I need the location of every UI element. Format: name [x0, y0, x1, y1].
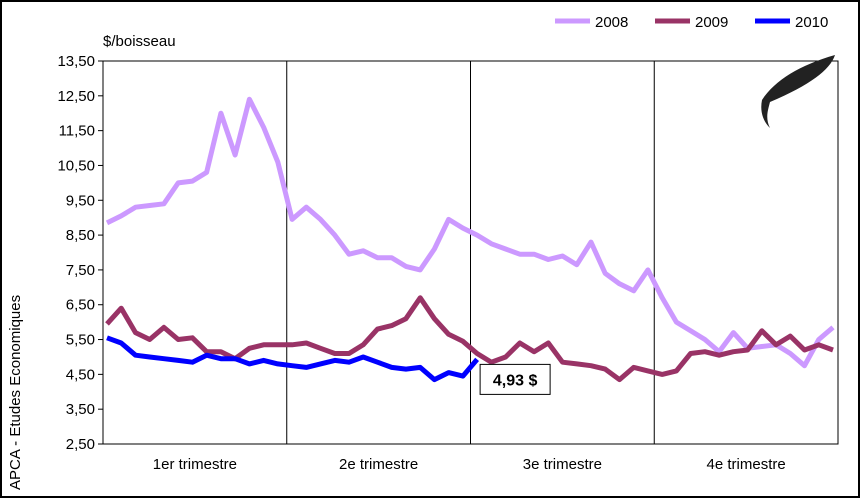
- legend-label: 2010: [795, 14, 828, 31]
- y-tick-label: 10,50: [57, 157, 95, 174]
- annotation: 4,93 $: [493, 372, 538, 389]
- y-tick-label: 8,50: [66, 227, 95, 244]
- x-tick-label: 2e trimestre: [339, 456, 418, 473]
- chart: $/boisseau APCA - Etudes Economiques 2,5…: [0, 0, 861, 499]
- y-tick-label: 5,50: [66, 332, 95, 349]
- y-tick-label: 6,50: [66, 297, 95, 314]
- x-tick-label: 4e trimestre: [707, 456, 786, 473]
- legend-label: 2009: [695, 14, 728, 31]
- y-tick-label: 4,50: [66, 366, 95, 383]
- y-tick-label: 2,50: [66, 436, 95, 453]
- y-tick-label: 7,50: [66, 262, 95, 279]
- x-tick-label: 1er trimestre: [153, 456, 237, 473]
- y-axis-label: $/boisseau: [103, 33, 176, 50]
- y-tick-label: 3,50: [66, 401, 95, 418]
- y-tick-label: 11,50: [59, 123, 95, 140]
- y-tick-label: 13,50: [57, 53, 95, 70]
- legend-label: 2008: [595, 14, 628, 31]
- x-tick-label: 3e trimestre: [523, 456, 602, 473]
- y-tick-label: 12,50: [57, 88, 95, 105]
- side-note: APCA - Etudes Economiques: [7, 295, 24, 490]
- y-tick-label: 9,50: [66, 192, 95, 209]
